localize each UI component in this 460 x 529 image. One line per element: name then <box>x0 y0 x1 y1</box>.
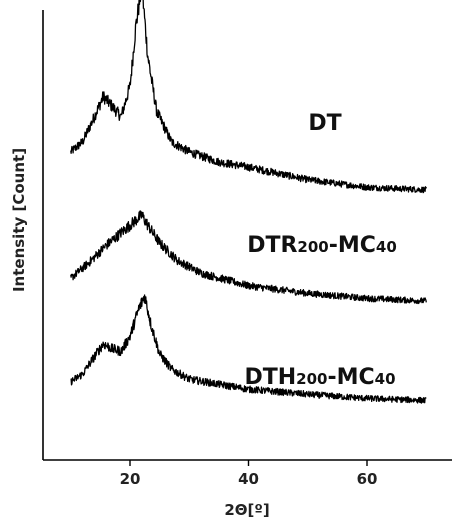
plot-area: 20 40 60 DT DTR200-MC40 DTH200-MC40 <box>42 0 452 488</box>
x-ticks: 20 40 60 <box>120 460 378 488</box>
y-axis-title: Intensity [Count] <box>10 148 28 292</box>
series-label-3: DTH200-MC40 <box>244 365 395 390</box>
x-axis-title: 2Θ[º] <box>224 501 269 519</box>
series-labels: DT DTR200-MC40 DTH200-MC40 <box>244 111 396 390</box>
series-group <box>70 0 427 404</box>
x-tick-label-40: 40 <box>238 470 259 488</box>
series-line-2 <box>70 210 427 305</box>
x-tick-label-20: 20 <box>120 470 141 488</box>
series-line-1 <box>70 0 427 194</box>
series-label-2: DTR200-MC40 <box>247 233 397 258</box>
series-line-3 <box>70 294 427 404</box>
x-tick-label-60: 60 <box>357 470 378 488</box>
series-label-1: DT <box>308 111 341 136</box>
